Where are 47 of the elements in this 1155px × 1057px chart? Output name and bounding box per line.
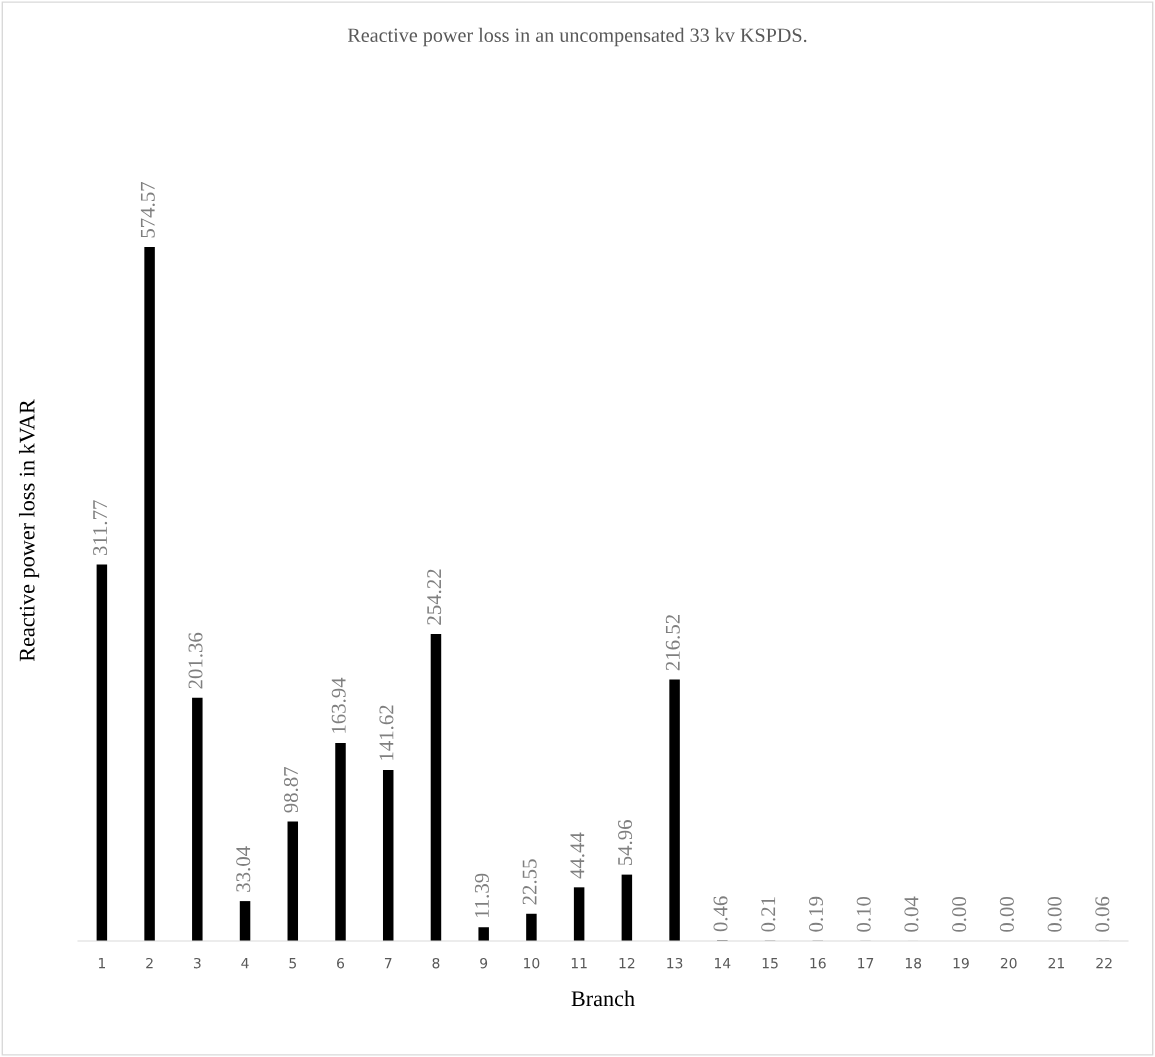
data-label: 0.46 (713, 896, 728, 932)
data-label: 216.52 (665, 615, 680, 671)
data-label: 0.00 (1047, 897, 1062, 932)
x-tick-label: 7 (384, 958, 392, 969)
x-tick-label: 14 (715, 958, 731, 969)
x-tick-label: 18 (905, 957, 922, 969)
data-label: 163.94 (331, 677, 346, 733)
data-label: 574.57 (140, 181, 155, 238)
x-tick-label: 22 (1096, 957, 1112, 969)
chart-title: Reactive power loss in an uncompensated 33 kv KSPDS. (347, 27, 807, 47)
data-label: 311.77 (93, 500, 108, 556)
x-tick-label: 5 (289, 958, 296, 969)
x-tick-label: 20 (1000, 957, 1017, 969)
x-tick-label: 1 (98, 958, 105, 969)
data-label: 44.44 (570, 832, 585, 879)
data-label: 0.21 (761, 897, 776, 932)
x-tick-label: 8 (432, 957, 440, 969)
data-label: 0.06 (1095, 896, 1110, 932)
data-label: 33.04 (236, 846, 251, 892)
x-tick-label: 12 (619, 957, 635, 969)
x-tick-label: 3 (193, 957, 201, 969)
data-label: 98.87 (283, 766, 299, 813)
data-label: 254.22 (427, 569, 442, 625)
x-tick-label: 15 (762, 958, 778, 969)
x-axis-title: Branch (571, 990, 635, 1007)
data-label: 22.55 (522, 859, 537, 905)
x-tick-label: 10 (524, 957, 540, 969)
y-axis-title: Reactive power loss in kVAR (18, 399, 40, 662)
x-tick-label: 16 (810, 957, 826, 969)
x-tick-label: 6 (337, 957, 345, 969)
data-label: 54.96 (618, 820, 633, 866)
data-label: 0.04 (904, 896, 919, 932)
x-tick-label: 17 (858, 958, 874, 969)
data-label: 0.00 (999, 897, 1014, 932)
x-tick-label: 19 (953, 957, 969, 969)
x-tick-label: 9 (480, 957, 488, 969)
x-tick-label: 2 (146, 957, 153, 969)
data-label: 11.39 (474, 873, 489, 918)
data-label: 0.10 (856, 896, 871, 932)
data-label: 141.62 (379, 705, 394, 760)
data-label: 0.19 (808, 896, 824, 932)
x-tick-label: 4 (241, 958, 249, 969)
data-label: 201.36 (188, 632, 203, 689)
data-label: 0.00 (952, 897, 967, 932)
x-tick-label: 21 (1048, 957, 1064, 969)
x-tick-label: 13 (667, 957, 683, 969)
x-tick-label: 11 (571, 958, 587, 969)
